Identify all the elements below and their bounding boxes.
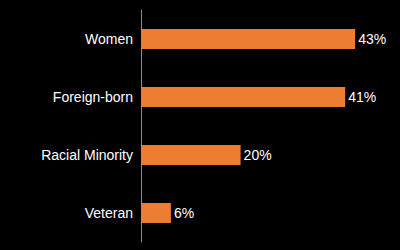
svg-text:Veteran: Veteran: [85, 205, 133, 221]
svg-text:43%: 43%: [358, 31, 386, 47]
svg-text:Women: Women: [85, 31, 133, 47]
svg-text:41%: 41%: [348, 89, 376, 105]
svg-text:Foreign-born: Foreign-born: [53, 89, 133, 105]
svg-text:6%: 6%: [174, 205, 194, 221]
svg-text:Racial Minority: Racial Minority: [41, 147, 133, 163]
svg-text:20%: 20%: [244, 147, 272, 163]
